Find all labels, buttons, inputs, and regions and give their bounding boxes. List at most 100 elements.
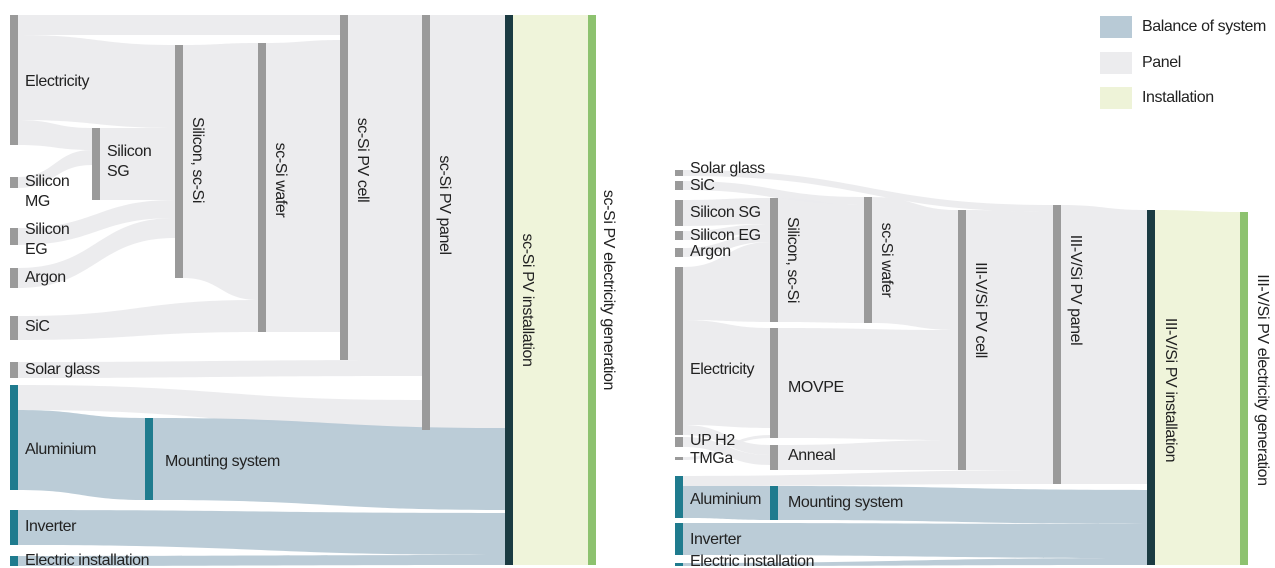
node-label: Electric installation (690, 553, 814, 568)
flow (18, 218, 175, 288)
node-label: Silicon (25, 173, 69, 190)
node-bar (770, 445, 778, 470)
flow (683, 198, 770, 226)
flow (683, 470, 1053, 486)
node-label: Solar glass (690, 160, 765, 177)
flow (18, 15, 340, 35)
node-label: Argon (690, 243, 731, 260)
node-label: TMGa (690, 450, 733, 467)
nodes: ElectricitySiliconMGSiliconEGArgonSiCSol… (10, 15, 1271, 568)
legend-swatch (1100, 16, 1132, 38)
node-bar (340, 15, 348, 360)
node-bar (10, 268, 18, 288)
node-label: SG (107, 163, 129, 180)
node-bar (1240, 212, 1248, 565)
legend: Balance of system Panel Installation (1100, 16, 1266, 109)
flow (18, 200, 175, 245)
node-bar (770, 198, 778, 322)
flow (683, 320, 770, 428)
node-label: SiC (690, 177, 715, 194)
flow (683, 486, 770, 520)
flow (778, 198, 864, 323)
node-label: Silicon (25, 221, 69, 238)
node-label: Silicon, sc-Si (784, 217, 801, 303)
node-bar (10, 316, 18, 340)
flow (1061, 205, 1147, 484)
flow (513, 15, 588, 565)
node-bar (10, 15, 18, 145)
node-label: Aluminium (25, 441, 96, 458)
node-label: Electricity (690, 361, 754, 378)
flow (872, 197, 958, 330)
node-label: sc-Si wafer (272, 143, 289, 219)
node-bar (675, 563, 683, 566)
node-bar (864, 197, 872, 323)
node-bar (92, 128, 100, 200)
legend-label: Installation (1142, 89, 1214, 106)
node-label: Electricity (25, 73, 89, 90)
flow (18, 120, 92, 150)
flow (18, 510, 505, 555)
node-bar (675, 476, 683, 518)
node-bar (1147, 210, 1155, 565)
legend-label: Panel (1142, 54, 1181, 71)
legend-label: Balance of system (1142, 18, 1266, 35)
flow (778, 440, 958, 470)
flow (683, 435, 770, 460)
node-label: MOVPE (788, 379, 844, 396)
node-bar (10, 510, 18, 545)
flow (683, 523, 1147, 558)
flow (430, 15, 505, 430)
node-bar (675, 231, 683, 240)
flow (100, 128, 175, 200)
node-label: UP H2 (690, 432, 735, 449)
node-bar (505, 15, 513, 565)
node-bar (1053, 205, 1061, 484)
flow (18, 360, 422, 378)
node-bar (10, 228, 18, 245)
node-bar (770, 486, 778, 520)
flow (18, 410, 145, 500)
node-label: Silicon EG (690, 227, 761, 244)
node-label: Inverter (25, 518, 77, 535)
flow (683, 233, 770, 257)
flows (18, 15, 1240, 566)
node-bar (10, 362, 18, 378)
flow (348, 15, 422, 360)
node-label: III-V/Si PV cell (972, 262, 989, 358)
node-label: SiC (25, 318, 50, 335)
node-label: MG (25, 193, 50, 210)
node-label: Anneal (788, 447, 835, 464)
node-bar (145, 418, 153, 500)
flow (683, 170, 1053, 212)
node-label: Electric installation (25, 552, 149, 568)
flow (18, 385, 422, 428)
flow (778, 328, 958, 440)
node-label: Argon (25, 269, 66, 286)
flow (18, 150, 92, 188)
node-label: Mounting system (788, 494, 903, 511)
node-bar (675, 170, 683, 176)
node-bar (422, 15, 430, 430)
flow (966, 210, 1053, 470)
node-label: Inverter (690, 531, 742, 548)
flow (18, 300, 258, 340)
flow (778, 486, 1147, 524)
node-label: sc-Si PV electricity generation (600, 190, 617, 390)
flow (18, 555, 505, 566)
node-bar (10, 556, 18, 566)
flow (183, 43, 258, 300)
node-label: Solar glass (25, 361, 100, 378)
node-bar (675, 457, 683, 460)
node-label: sc-Si PV cell (354, 118, 371, 203)
node-bar (258, 43, 266, 332)
node-bar (770, 328, 778, 438)
flow (683, 437, 770, 465)
flow (683, 181, 864, 205)
node-label: Silicon (107, 143, 151, 160)
node-bar (10, 177, 18, 188)
node-label: III-V/Si PV electricity generation (1254, 274, 1271, 485)
legend-swatch (1100, 52, 1132, 74)
flow (683, 558, 1147, 566)
